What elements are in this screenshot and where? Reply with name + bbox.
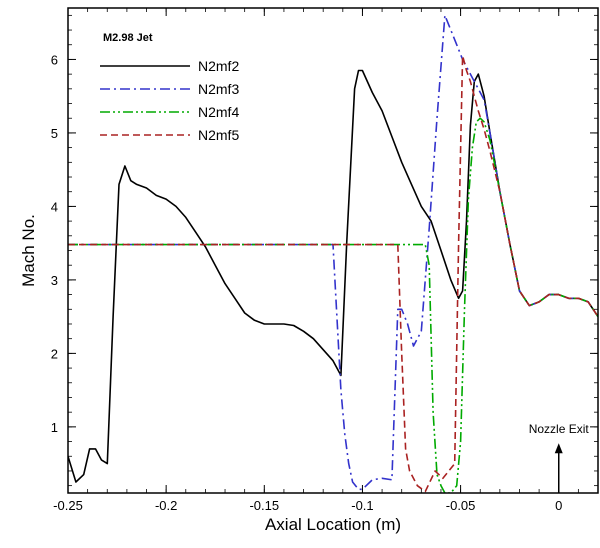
legend: M2.98 Jet N2mf2 N2mf3 N2mf4 N2mf5 [100, 32, 239, 143]
nozzle-exit-label: Nozzle Exit [529, 422, 590, 436]
legend-label: N2mf2 [198, 58, 239, 74]
ticks-layer: -0.25 -0.2 -0.15 -0.1 -0.05 0 1 2 3 4 5 6 [51, 8, 599, 513]
legend-label: N2mf5 [198, 127, 239, 143]
y-tick-label: 4 [51, 199, 58, 214]
series-line-n2mf2 [68, 69, 598, 483]
x-tick-label: -0.2 [155, 498, 177, 513]
annotation-layer: Nozzle Exit [529, 422, 590, 493]
x-tick-label: 0 [555, 498, 562, 513]
legend-label: N2mf4 [198, 104, 239, 120]
x-tick-label: -0.05 [446, 498, 476, 513]
series-line-n2mf5 [68, 55, 598, 493]
nozzle-exit-arrow-head [554, 443, 563, 454]
legend-label: N2mf3 [198, 81, 239, 97]
y-tick-label: 6 [51, 52, 58, 67]
x-axis-title: Axial Location (m) [265, 515, 401, 534]
y-tick-label: 1 [51, 420, 58, 435]
y-tick-label: 2 [51, 346, 58, 361]
y-tick-label: 5 [51, 126, 58, 141]
legend-title: M2.98 Jet [103, 32, 153, 44]
y-axis-title: Mach No. [19, 214, 38, 287]
series-layer [68, 14, 598, 493]
plot-frame [67, 7, 599, 494]
y-tick-label: 3 [51, 273, 58, 288]
x-tick-label: -0.15 [249, 498, 279, 513]
series-line-n2mf3 [68, 14, 598, 491]
series-line-n2mf4 [68, 117, 598, 493]
x-tick-label: -0.1 [351, 498, 373, 513]
x-tick-label: -0.25 [53, 498, 83, 513]
